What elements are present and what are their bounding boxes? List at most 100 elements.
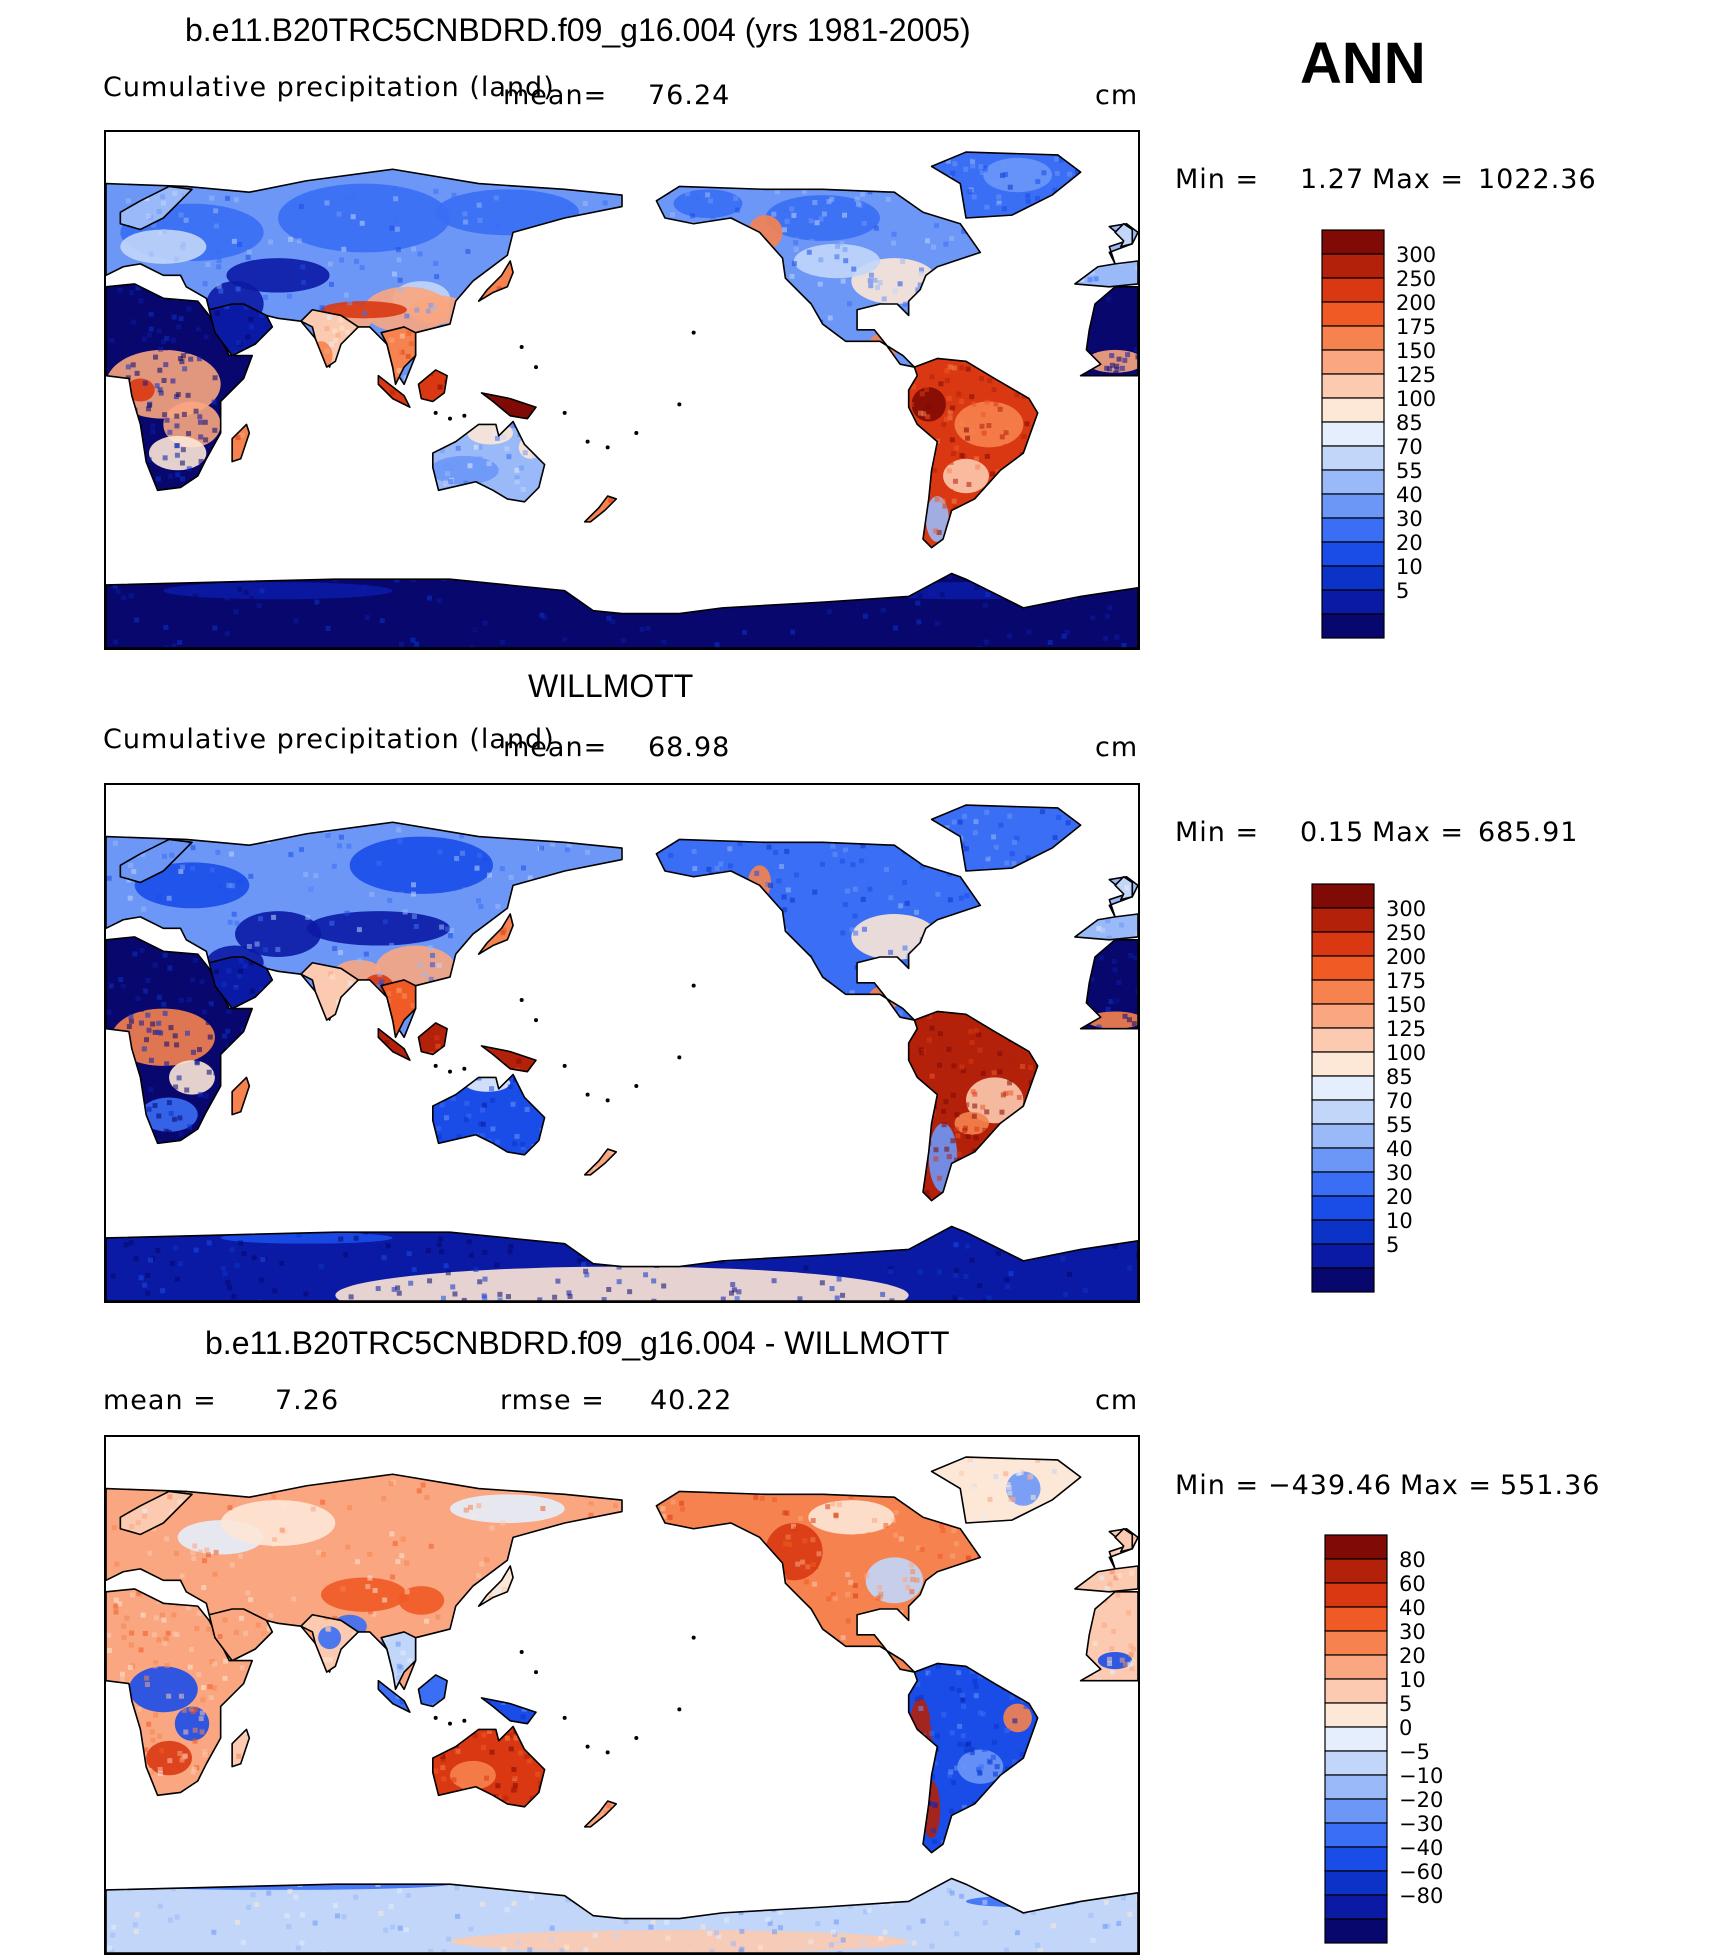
coastline [1079,286,1138,377]
land-australia [432,1726,545,1807]
colorbar-box [1324,1822,1388,1848]
colorbar-box [1321,373,1385,399]
colorbar-tick-label: −60 [1399,1860,1443,1884]
colorbar-box [1321,565,1385,591]
colorbar-box [1324,1630,1388,1656]
colorbar-box [1311,1099,1375,1125]
colorbar-tick-label: −10 [1399,1764,1443,1788]
colorbar-tick-label: 30 [1396,507,1423,531]
coastline [655,1490,982,1673]
colorbar-box [1311,1267,1375,1293]
colorbar-tick-label: −30 [1399,1812,1443,1836]
colorbar-tick-label: 200 [1386,945,1426,969]
colorbar-tick-label: 60 [1399,1572,1426,1596]
land-nz [584,496,617,522]
colorbar-tick-label: 20 [1396,531,1423,555]
units-label: cm [1095,732,1139,763]
max-value: 685.91 [1478,817,1579,848]
island [585,439,590,444]
island [562,1063,567,1068]
island [562,410,567,415]
max-value: 1022.36 [1478,164,1597,195]
colorbar-box [1321,517,1385,543]
land-australia [432,421,545,502]
colorbar-box [1324,1606,1388,1632]
min-label: Min = [1175,817,1260,848]
colorbar-box [1324,1726,1388,1752]
colorbar-box [1311,1051,1375,1077]
colorbar-box [1311,1027,1375,1053]
island [634,431,639,435]
coastline [1079,939,1138,1030]
colorbar-box [1321,349,1385,375]
colorbar-tick-label: 10 [1396,555,1423,579]
coastline [377,374,411,409]
island [433,1063,438,1068]
coastline [431,1073,546,1156]
colorbar-tick-label: 10 [1399,1668,1426,1692]
island [462,1066,467,1071]
coastline [907,1010,1039,1202]
colorbar-tick-label: 10 [1386,1209,1413,1233]
island [448,416,452,421]
coastline [477,913,514,955]
max-label: Max = [1400,1470,1493,1501]
coastline [1114,1527,1134,1553]
island [534,1018,538,1023]
island [677,1055,682,1060]
colorbar-tick-label: 30 [1399,1620,1426,1644]
land-africaE [106,936,253,1144]
land-borneo [418,1022,448,1055]
coastline [907,1662,1039,1854]
colorbar-box [1311,1195,1375,1221]
coastline [380,326,417,386]
coastline [477,1565,514,1607]
island [519,998,524,1002]
colorbar-tick-label: 175 [1386,969,1426,993]
colorbar-tick-label: 250 [1396,267,1436,291]
coastline [106,936,253,1145]
colorbar-tick-label: 175 [1396,315,1436,339]
colorbar-box [1321,325,1385,351]
coastline [1114,222,1134,248]
colorbar-box [1321,253,1385,279]
coastline [119,185,193,231]
coastline [480,1697,537,1725]
island [677,402,682,407]
coastline [480,1045,537,1073]
max-label: Max = [1372,164,1465,195]
coastline [930,151,1082,219]
colorbar-box [1324,1870,1388,1896]
coastline [106,1588,253,1797]
colorbar-tick-label: 40 [1396,483,1423,507]
coastline [300,1613,360,1673]
season-label: ANN [1300,31,1426,96]
units-label: cm [1095,80,1139,111]
coastline [208,1608,274,1662]
island [519,345,524,349]
coastline [106,1877,1138,1953]
colorbar-box [1324,1798,1388,1824]
coastline [930,1456,1082,1524]
coastline [106,821,623,1039]
island [585,1744,590,1749]
min-value: −439.46 [1268,1470,1393,1501]
max-label: Max = [1372,817,1465,848]
colorbar-box [1324,1774,1388,1800]
coastline [231,423,251,463]
colorbar-box [1321,613,1385,639]
coastline [106,1473,623,1691]
island [562,1715,567,1720]
colorbar-tick-label: 100 [1386,1041,1426,1065]
coastline [380,979,417,1039]
coastline [583,1148,618,1176]
island [534,1670,538,1675]
land-australia [432,1074,545,1155]
island [585,1092,590,1097]
colorbar-box [1311,1147,1375,1173]
island [462,1718,467,1723]
coastline [583,495,618,523]
coastline [106,283,253,492]
colorbar-box [1321,301,1385,327]
coastline [431,420,546,503]
